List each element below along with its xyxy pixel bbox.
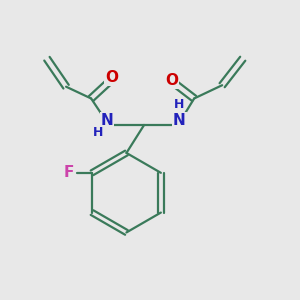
Text: H: H (92, 126, 103, 139)
Text: O: O (166, 73, 178, 88)
Text: H: H (174, 98, 184, 111)
Text: N: N (173, 113, 186, 128)
Text: O: O (105, 70, 118, 86)
Text: F: F (63, 165, 74, 180)
Text: N: N (101, 113, 114, 128)
